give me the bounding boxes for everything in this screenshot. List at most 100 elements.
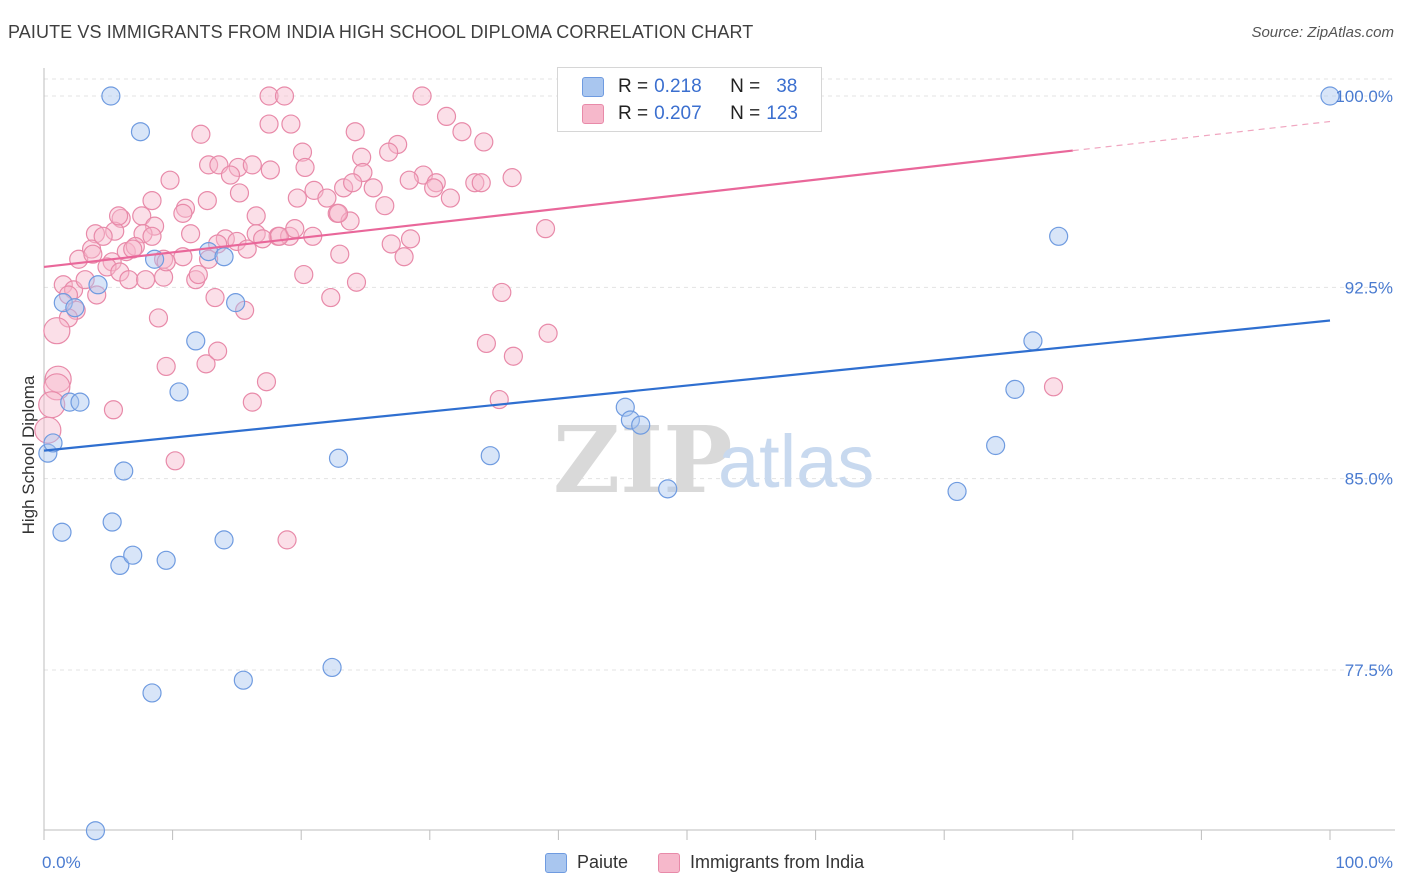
y-tick-label: 100.0%: [1335, 87, 1393, 106]
india-point: [394, 247, 414, 267]
india-point: [1043, 377, 1064, 397]
india-point: [399, 170, 419, 190]
india-point: [294, 264, 314, 285]
india-point: [175, 198, 196, 218]
india-point: [345, 122, 365, 142]
legend-item-paiute[interactable]: Paiute: [545, 852, 628, 873]
india-point: [44, 365, 72, 393]
paiute-point: [480, 446, 500, 466]
paiute-point: [65, 298, 85, 318]
india-point: [43, 317, 71, 345]
india-point: [103, 400, 124, 420]
india-point: [197, 190, 217, 211]
india-point: [353, 162, 373, 183]
india-point: [220, 165, 241, 185]
india-point: [87, 285, 107, 305]
india-point: [142, 190, 162, 211]
trend-line-india: [43, 149, 1073, 269]
india-point: [295, 157, 315, 178]
india-point: [153, 267, 174, 287]
india-point: [492, 282, 512, 303]
paiute-point: [233, 670, 253, 690]
trend-line-paiute: [43, 319, 1331, 452]
paiute-point: [947, 481, 967, 502]
india-point: [34, 416, 62, 444]
india-point: [436, 106, 457, 127]
india-point: [363, 178, 383, 198]
watermark-atlas: atlas: [718, 420, 874, 503]
india-point: [340, 211, 360, 231]
india-point: [186, 270, 206, 290]
india-point: [246, 206, 266, 226]
paiute-point: [986, 435, 1006, 456]
india-point: [97, 257, 117, 277]
india-point: [259, 86, 279, 106]
y-tick-label: 92.5%: [1345, 278, 1393, 297]
paiute-point: [102, 512, 122, 532]
r-label: R =: [618, 76, 649, 97]
r-label: R =: [618, 103, 649, 124]
paiute-point: [101, 86, 121, 106]
india-point: [242, 155, 262, 175]
correlation-legend: R = 0.218 N = 38 R = 0.207 N = 123: [557, 67, 822, 132]
paiute-point: [1023, 331, 1043, 351]
trend-line-india-extension: [1072, 120, 1331, 152]
india-point: [102, 252, 122, 272]
paiute-point: [70, 392, 90, 412]
india-swatch: [658, 852, 681, 873]
paiute-point: [169, 382, 189, 402]
paiute-point: [322, 657, 342, 678]
india-point: [259, 114, 279, 134]
india-point: [208, 341, 228, 361]
india-point: [105, 221, 125, 241]
india-point: [346, 272, 367, 292]
india-point: [292, 142, 313, 162]
watermark: ZIP atlas: [553, 406, 874, 514]
india-point: [317, 188, 337, 208]
n-label: N =: [730, 76, 761, 97]
india-point: [123, 239, 143, 259]
india-point: [452, 122, 472, 142]
paiute-point: [328, 448, 349, 468]
n-value: 123: [766, 103, 798, 124]
y-axis-label: High School Diploma: [19, 375, 38, 534]
india-point: [75, 270, 95, 290]
paiute-point: [156, 550, 176, 570]
india-point: [274, 86, 295, 106]
india-point: [93, 226, 113, 246]
n-value: 38: [776, 76, 798, 97]
india-point: [375, 196, 395, 216]
india-point: [228, 157, 248, 178]
india-point: [400, 229, 421, 249]
india-point: [83, 244, 103, 264]
legend-item-india[interactable]: Immigrants from India: [658, 852, 864, 873]
india-point: [502, 168, 522, 188]
paiute-point: [1049, 226, 1069, 246]
india-point: [108, 206, 129, 226]
data-points: [34, 86, 1340, 841]
india-point: [165, 451, 185, 471]
n-label: N =: [730, 103, 761, 124]
india-point: [156, 356, 176, 377]
india-point: [229, 183, 250, 203]
india-point: [148, 308, 169, 328]
india-point: [242, 392, 262, 412]
india-point: [535, 219, 556, 239]
paiute-swatch: [545, 852, 567, 873]
india-point: [503, 346, 523, 366]
paiute-point: [60, 392, 80, 412]
paiute-point: [88, 275, 108, 295]
india-point: [334, 178, 354, 198]
paiute-point: [130, 122, 151, 142]
india-point: [256, 372, 277, 392]
paiute-point: [658, 479, 678, 499]
india-point: [281, 114, 301, 134]
y-tick-label: 85.0%: [1345, 470, 1393, 489]
paiute-point: [123, 545, 143, 565]
india-point: [352, 147, 372, 167]
watermark-zip: ZIP: [553, 406, 732, 514]
india-point: [43, 373, 71, 401]
india-point: [85, 224, 106, 244]
india-point: [474, 132, 494, 152]
